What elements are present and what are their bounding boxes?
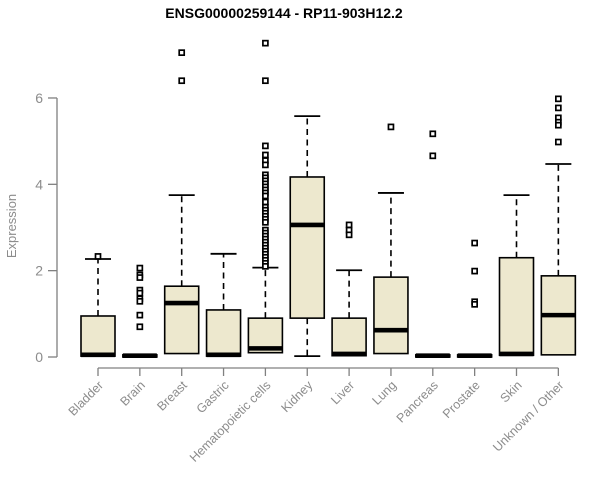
x-label-brain: Brain <box>117 378 148 409</box>
y-tick-label-4: 4 <box>35 176 43 192</box>
x-label-bladder: Bladder <box>66 378 106 418</box>
chart-title: ENSG00000259144 - RP11-903H12.2 <box>165 5 403 21</box>
box-unknown-other <box>540 95 577 356</box>
outlier-point <box>136 297 144 305</box>
box-prostate <box>456 239 493 359</box>
outlier-point <box>136 323 144 331</box>
outlier-point <box>429 130 437 138</box>
outlier-point <box>554 121 562 129</box>
iqr-box <box>205 309 242 357</box>
iqr-box <box>331 317 367 357</box>
box-pancreas <box>414 130 451 359</box>
box-lung <box>373 123 409 355</box>
outlier-point <box>262 39 269 47</box>
outlier-point <box>345 231 353 239</box>
outlier-point <box>136 274 144 281</box>
outlier-point <box>471 239 478 247</box>
outlier-point <box>178 77 186 85</box>
outlier-point <box>262 192 269 200</box>
outlier-point <box>94 253 102 260</box>
x-label-prostate: Prostate <box>440 378 483 421</box>
x-label-breast: Breast <box>154 378 190 414</box>
x-label-hematopoietic-cells: Hematopoietic cells <box>187 378 274 465</box>
y-tick-label-0: 0 <box>35 349 43 365</box>
box-liver <box>331 221 367 357</box>
x-label-kidney: Kidney <box>278 378 315 415</box>
outlier-point <box>262 198 269 206</box>
outlier-point <box>554 95 562 103</box>
box-brain <box>122 264 158 359</box>
y-axis: 0 2 4 6 <box>35 90 58 365</box>
outlier-point <box>136 264 144 272</box>
iqr-box <box>498 256 535 357</box>
outlier-point <box>136 289 144 297</box>
outlier-point <box>387 123 395 131</box>
outlier-point <box>471 300 478 308</box>
iqr-box <box>289 176 326 319</box>
outlier-point <box>262 151 269 159</box>
box-skin <box>498 194 535 357</box>
outlier-point <box>262 218 269 226</box>
iqr-box <box>373 276 409 355</box>
y-tick-label-2: 2 <box>35 263 43 279</box>
x-label-pancreas: Pancreas <box>394 378 441 425</box>
outlier-point <box>262 161 269 169</box>
y-tick-label-6: 6 <box>35 90 43 106</box>
outlier-point <box>554 138 562 146</box>
box-hematopoietic-cells <box>247 39 284 354</box>
iqr-box <box>163 285 200 355</box>
iqr-box <box>80 315 116 357</box>
outlier-point <box>262 77 269 85</box>
x-label-skin: Skin <box>498 378 525 405</box>
x-label-lung: Lung <box>370 378 400 408</box>
box-kidney <box>289 115 326 358</box>
box-breast <box>163 49 200 355</box>
outlier-point <box>471 267 478 275</box>
x-label-gastric: Gastric <box>194 378 232 416</box>
outlier-point <box>262 142 269 150</box>
outlier-point <box>178 49 186 57</box>
outlier-point <box>554 104 562 112</box>
outlier-point <box>345 221 353 229</box>
x-label-unknown-other: Unknown / Other <box>490 378 566 454</box>
box-gastric <box>205 252 242 358</box>
box-bladder <box>80 253 116 358</box>
outlier-point <box>262 262 269 270</box>
outlier-point <box>429 152 437 160</box>
outlier-point <box>136 311 144 319</box>
x-label-liver: Liver <box>328 378 357 407</box>
